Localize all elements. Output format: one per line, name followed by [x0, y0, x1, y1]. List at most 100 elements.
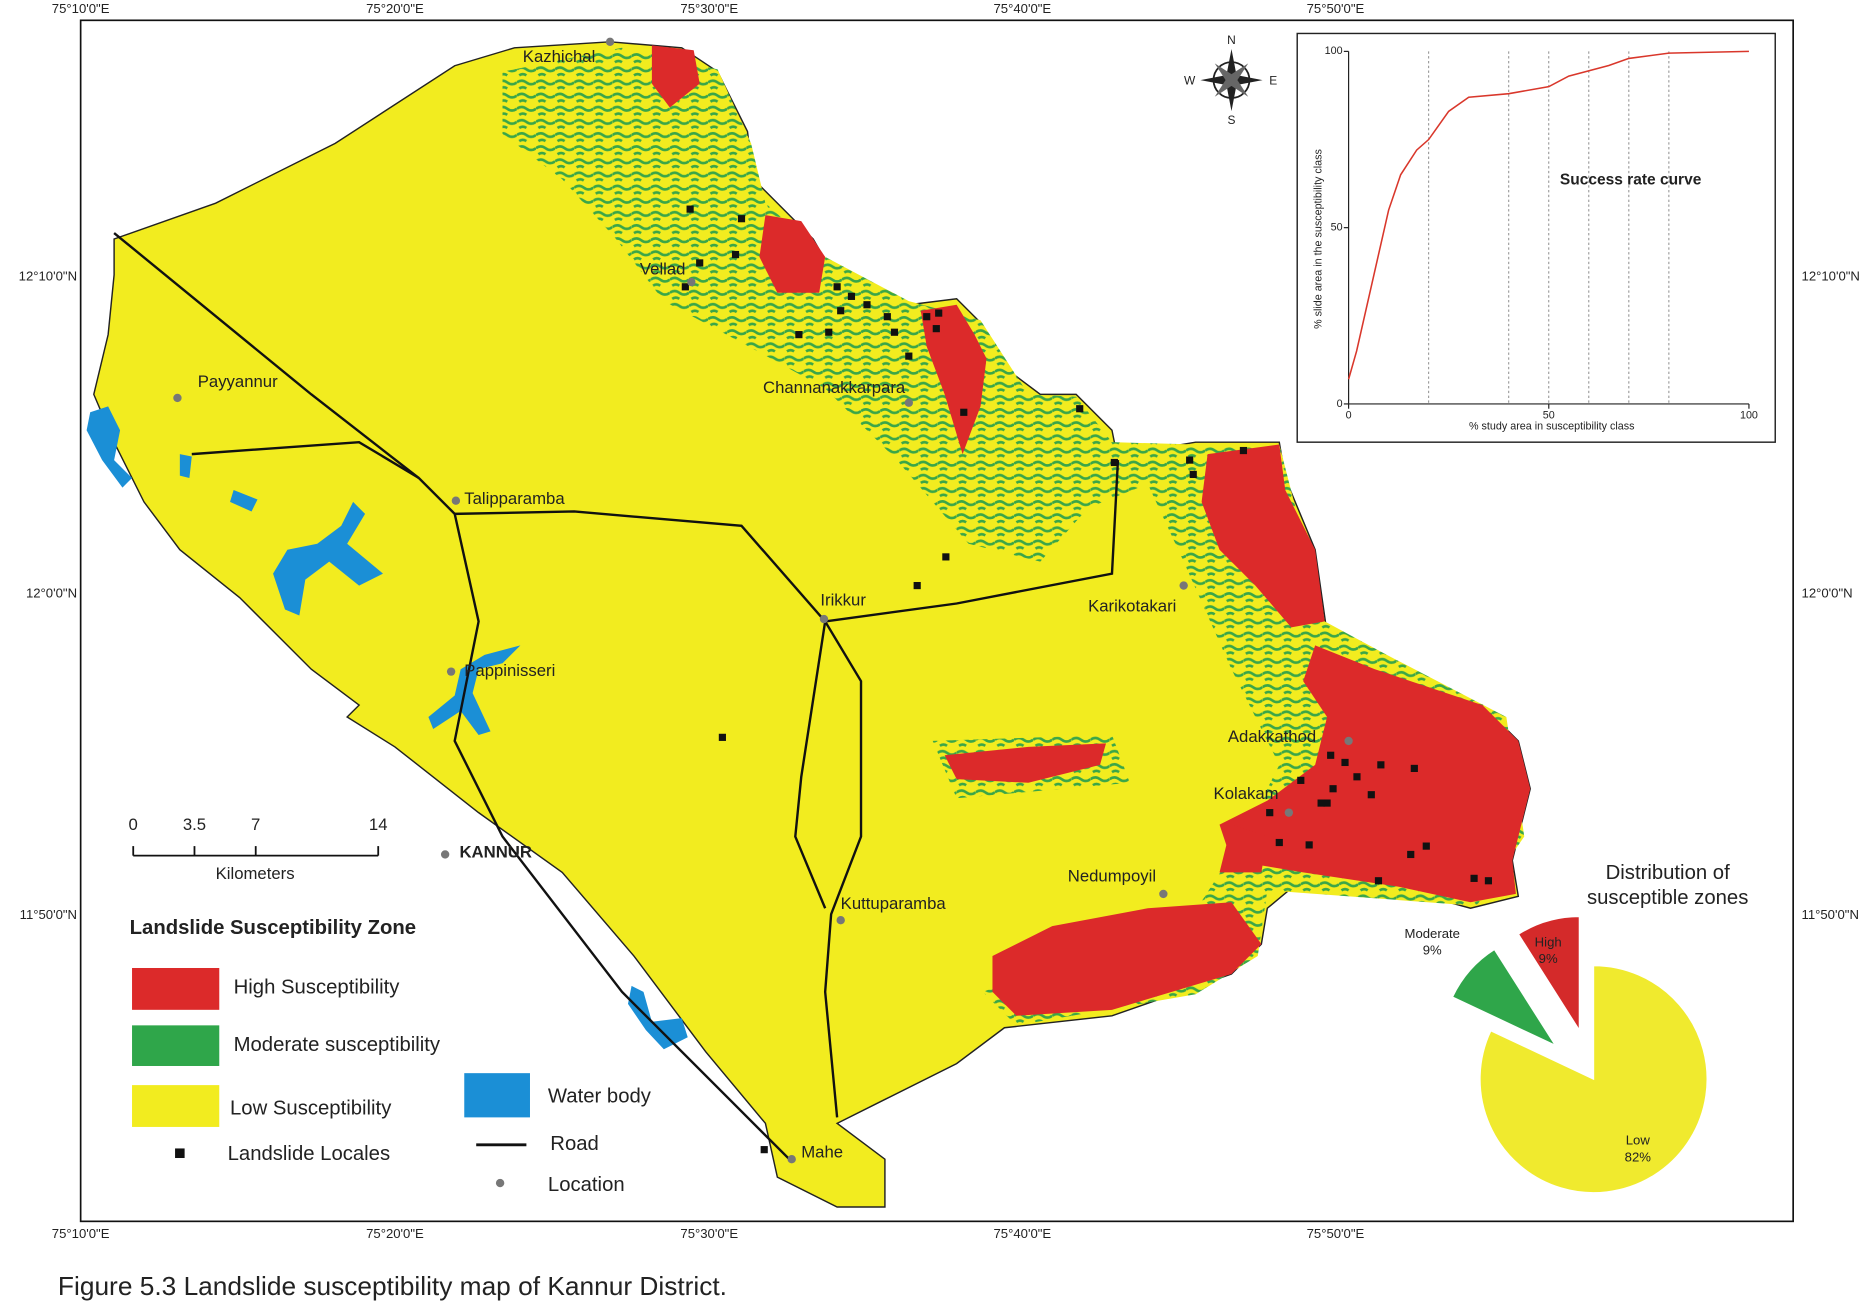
landslide-locale [1484, 877, 1493, 885]
y-axis-label: % slide area in the susceptibility class [1313, 149, 1325, 329]
success-curve [1347, 50, 1749, 380]
landslide-locale [1323, 799, 1331, 807]
landslide-locale [1327, 751, 1335, 759]
coordinate-label: 12°10'0"N [1802, 269, 1860, 284]
coordinate-label: 11°50'0"N [1802, 907, 1859, 922]
location-dot [1179, 581, 1188, 590]
pie-label: Moderate [1405, 926, 1460, 941]
legend-label: Water body [548, 1085, 652, 1107]
location-dot [687, 277, 696, 287]
coordinate-label: 12°10'0"N [19, 269, 77, 284]
scale-unit: Kilometers [216, 864, 295, 883]
landslide-locale [960, 408, 968, 416]
landslide-locale [1110, 458, 1118, 467]
landslide-locale [1189, 470, 1197, 479]
coordinate-label: 12°0'0"N [26, 585, 77, 600]
legend-swatch-landslide [175, 1148, 185, 1159]
coordinate-label: 75°10'0"E [52, 1226, 110, 1241]
landslide-locale [1341, 758, 1349, 767]
location-dot [605, 37, 615, 47]
location-dot [904, 398, 914, 407]
pie-slice [1517, 915, 1580, 1033]
coordinate-label: 75°50'0"E [1307, 1, 1365, 16]
scale-tick-label: 0 [129, 815, 138, 834]
coordinate-label: 75°50'0"E [1307, 1226, 1365, 1241]
chart-title: Distribution of [1606, 862, 1730, 884]
road [454, 510, 863, 1118]
landslide-locale [905, 352, 913, 360]
landslide-locale [883, 313, 891, 321]
landslide-locale [935, 309, 943, 317]
scale-tick-label: 3.5 [183, 815, 206, 834]
scale-tick-label: 7 [251, 815, 260, 834]
legend-title: Landslide Susceptibility Zone [130, 917, 416, 939]
chart-title: Success rate curve [1560, 172, 1702, 189]
landslide-locale [686, 205, 694, 213]
inset-box [1296, 32, 1776, 443]
landslide-locale [1410, 764, 1418, 773]
high-zone [920, 304, 987, 455]
coordinate-label: 75°20'0"E [366, 1, 424, 16]
x-tick-label: 0 [1346, 410, 1352, 422]
coordinate-label: 12°0'0"N [1802, 585, 1853, 600]
legend-label: Location [548, 1174, 625, 1196]
landslide-locale [1470, 874, 1478, 882]
location-dot [446, 667, 456, 676]
location-dot [173, 393, 182, 403]
landslide-locale [825, 328, 833, 336]
place-label: Irikkur [820, 591, 866, 610]
compass-label: N [1227, 33, 1236, 47]
place-label: Pappinisseri [464, 661, 555, 680]
landslide-locale [1329, 785, 1337, 793]
coordinate-label: 75°20'0"E [366, 1226, 424, 1241]
pie-value-label: 9% [1539, 951, 1558, 966]
coordinate-label: 75°40'0"E [994, 1226, 1052, 1241]
road [191, 440, 420, 480]
water-body [86, 406, 133, 488]
landslide-locale [737, 215, 746, 223]
compass-label: W [1184, 73, 1196, 87]
high-zone [1219, 645, 1531, 903]
road [825, 460, 1120, 623]
legend-swatch-high [132, 967, 220, 1010]
landslide-locale [1353, 773, 1361, 781]
place-label: KANNUR [459, 843, 531, 862]
landslide-locale [932, 325, 940, 333]
landslide-locale [795, 331, 803, 339]
landslide-locale [718, 733, 726, 741]
x-tick-label: 50 [1543, 410, 1555, 422]
map-frame [79, 19, 1794, 1223]
pie-slice [1479, 965, 1708, 1194]
landslide-locale [837, 307, 845, 315]
place-label: Kolakam [1214, 784, 1279, 803]
high-zone [651, 45, 700, 108]
pie-value-label: 9% [1423, 943, 1442, 958]
compass-star [1214, 63, 1249, 97]
water-body [428, 645, 521, 735]
landslide-locale [1186, 456, 1194, 464]
location-dot [787, 1155, 796, 1164]
location-dot [440, 850, 450, 859]
water-bodies [86, 406, 688, 1050]
landslide-locale [1305, 841, 1313, 849]
landslide-locale [1407, 850, 1415, 859]
y-tick-label: 0 [1337, 398, 1343, 410]
landslide-locale [1266, 809, 1274, 817]
pie-value-label: 82% [1625, 1149, 1652, 1164]
compass-label: S [1227, 113, 1235, 127]
landslide-locale [833, 283, 841, 291]
landslide-locale [760, 1146, 768, 1154]
place-label: Adakkathod [1228, 727, 1316, 746]
landslide-locale [923, 313, 931, 321]
location-dot [819, 614, 829, 624]
place-label: Kazhichal [523, 47, 596, 66]
high-zone [1201, 444, 1325, 628]
y-tick-label: 100 [1325, 45, 1343, 57]
landslide-locale [1239, 446, 1248, 455]
legend-label: Road [550, 1133, 599, 1155]
scale-tick-label: 14 [369, 815, 388, 834]
compass: N S E W [1184, 33, 1277, 127]
pie-label: High [1535, 934, 1562, 949]
landslide-locale [1422, 842, 1430, 850]
